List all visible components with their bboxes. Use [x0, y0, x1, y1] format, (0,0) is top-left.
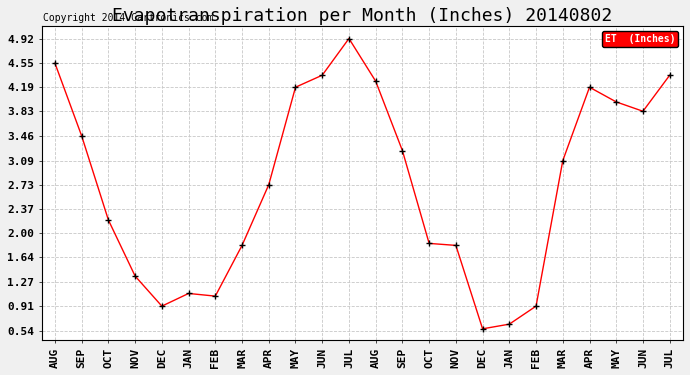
Title: Evapotranspiration per Month (Inches) 20140802: Evapotranspiration per Month (Inches) 20…: [112, 7, 613, 25]
Legend: ET  (Inches): ET (Inches): [602, 32, 678, 47]
Text: Copyright 2014 Cartronics.com: Copyright 2014 Cartronics.com: [43, 13, 213, 23]
